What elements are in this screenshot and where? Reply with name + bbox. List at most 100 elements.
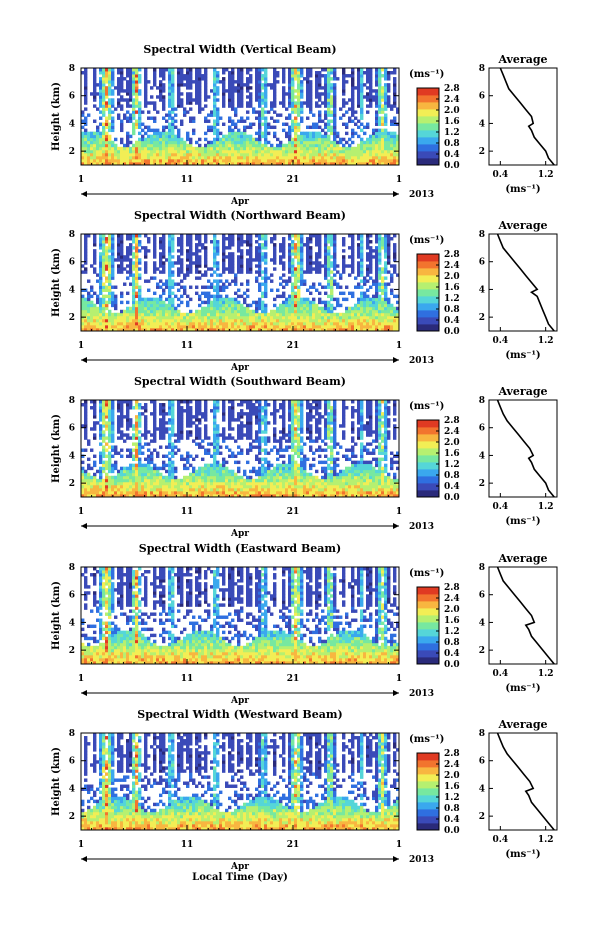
heatmap-cell [207, 297, 211, 302]
heatmap-cell [147, 279, 151, 283]
heatmap-cell [255, 140, 259, 145]
heatmap-cell [294, 291, 298, 296]
heatmap-cell [297, 104, 301, 108]
heatmap-cell [129, 406, 133, 410]
heatmap-cell [351, 321, 355, 326]
heatmap-cell [249, 318, 253, 323]
heatmap-cell [339, 155, 343, 160]
heatmap-cell [186, 77, 190, 81]
heatmap-cell [225, 303, 229, 308]
heatmap-cell [357, 261, 361, 265]
heatmap-cell [297, 110, 301, 114]
heatmap-cell [219, 300, 223, 305]
heatmap-cell [285, 327, 289, 332]
heatmap-cell [288, 86, 292, 90]
heatmap-cell [261, 318, 265, 323]
heatmap-cell [327, 71, 331, 75]
heatmap-cell [225, 306, 229, 311]
heatmap-cell [291, 273, 295, 277]
heatmap-cell [102, 433, 106, 437]
heatmap-cell [264, 128, 268, 133]
heatmap-cell [273, 327, 277, 332]
heatmap-cell [342, 318, 346, 323]
heatmap-cell [99, 412, 103, 416]
heatmap-cell [291, 122, 295, 126]
heatmap-cell [351, 264, 355, 268]
heatmap-cell [126, 252, 130, 256]
heatmap-cell [243, 140, 247, 145]
heatmap-cell [93, 400, 97, 404]
heatmap-cell [222, 240, 226, 244]
heatmap-cell [240, 240, 244, 244]
heatmap-cell [387, 86, 391, 90]
heatmap-cell [324, 261, 328, 265]
heatmap-cell [255, 300, 259, 305]
heatmap-cell [210, 306, 214, 311]
heatmap-cell [249, 125, 253, 130]
heatmap-cell [183, 113, 187, 117]
heatmap-cell [324, 321, 328, 326]
heatmap-cell [258, 74, 262, 78]
heatmap-cell [297, 101, 301, 105]
heatmap-cell [177, 140, 181, 145]
heatmap-cell [138, 321, 142, 326]
heatmap-cell [135, 327, 139, 332]
heatmap-cell [267, 158, 271, 163]
heatmap-cell [360, 303, 364, 308]
heatmap-cell [207, 140, 211, 145]
heatmap-cell [288, 309, 292, 314]
heatmap-cell [282, 98, 286, 102]
heatmap-cell [156, 282, 160, 286]
heatmap-cell [141, 321, 145, 326]
heatmap-cell [204, 80, 208, 84]
heatmap-cell [330, 318, 334, 323]
heatmap-cell [297, 243, 301, 247]
heatmap-cell [96, 273, 100, 277]
heatmap-cell [330, 119, 334, 123]
heatmap-cell [297, 143, 301, 148]
heatmap-cell [333, 131, 337, 136]
heatmap-cell [261, 161, 265, 166]
heatmap-cell [258, 321, 262, 326]
heatmap-cell [111, 119, 115, 123]
heatmap-cell [264, 125, 268, 130]
heatmap-cell [198, 68, 202, 72]
heatmap-cell [228, 74, 232, 78]
heatmap-cell [288, 98, 292, 102]
heatmap-cell [354, 315, 358, 320]
heatmap-cell [204, 149, 208, 154]
heatmap-cell [258, 282, 262, 286]
heatmap-cell [381, 267, 385, 271]
heatmap-cell [291, 86, 295, 90]
heatmap-cell [204, 309, 208, 314]
heatmap-cell [336, 140, 340, 145]
heatmap-cell [105, 249, 109, 253]
heatmap-cell [324, 92, 328, 96]
heatmap-cell [369, 74, 373, 78]
heatmap-cell [243, 318, 247, 323]
heatmap-cell [123, 89, 127, 93]
heatmap-cell [153, 80, 157, 84]
heatmap-cell [126, 321, 130, 326]
heatmap-cell [255, 86, 259, 90]
heatmap-cell [84, 424, 88, 428]
heatmap-cell [147, 137, 151, 142]
heatmap-cell [327, 119, 331, 123]
heatmap-cell [369, 92, 373, 96]
heatmap-cell [183, 146, 187, 151]
heatmap-cell [216, 303, 220, 308]
heatmap-cell [120, 409, 124, 413]
heatmap-cell [168, 131, 172, 136]
heatmap-cell [360, 110, 364, 114]
heatmap-cell [84, 421, 88, 425]
heatmap-cell [132, 113, 136, 117]
heatmap-cell [210, 315, 214, 320]
heatmap-cell [297, 309, 301, 314]
heatmap-cell [174, 327, 178, 332]
heatmap-cell [93, 303, 97, 308]
heatmap-cell [132, 158, 136, 163]
heatmap-cell [102, 125, 106, 130]
panel-title: Spectral Width (Southward Beam) [134, 375, 346, 388]
heatmap-cell [138, 291, 142, 296]
heatmap-cell [192, 146, 196, 151]
